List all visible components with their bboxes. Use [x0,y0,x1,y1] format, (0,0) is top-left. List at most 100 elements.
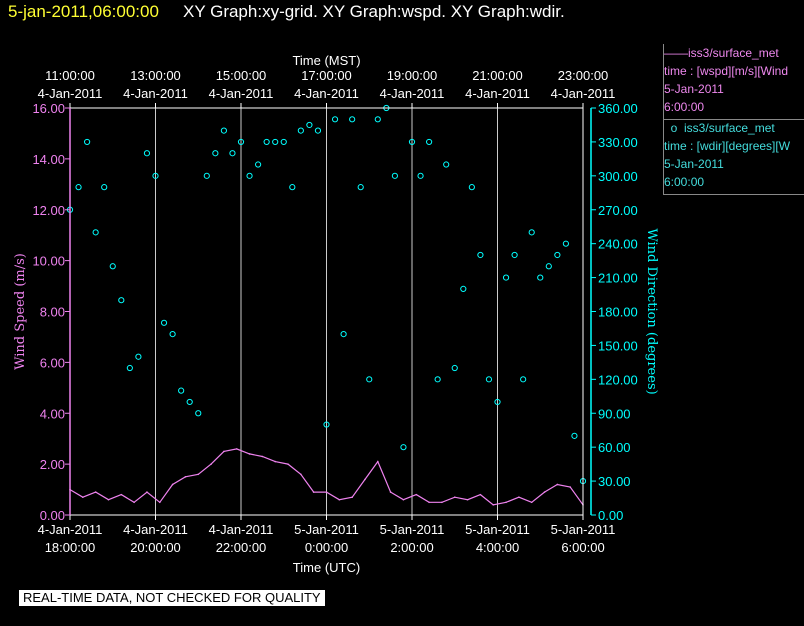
wdir-point [314,127,322,134]
wdir-point [169,331,176,338]
wdir-point [340,331,347,338]
wdir-point [220,127,227,134]
wdir-point [562,240,570,247]
wdir-point [237,138,245,146]
x-top-tick-label-time: 23:00:00 [558,68,609,83]
wspd-point [325,491,328,493]
x-top-tick-label-time: 17:00:00 [301,68,352,83]
x-tick-label-time: 2:00:00 [390,540,433,555]
wdir-point [126,364,133,372]
y-left-tick-label: 0.00 [40,508,65,523]
page-title: 5-jan-2011,06:00:00 XY Graph:xy-grid. XY… [0,0,804,24]
wdir-point [331,116,339,123]
wdir-point [426,138,433,146]
x-tick-label-date: 4-Jan-2011 [38,522,103,537]
wspd-point [312,491,315,493]
wspd-point [82,496,84,498]
wspd-point [389,491,392,493]
y-left-tick-label: 14.00 [32,152,65,167]
wdir-point [246,172,253,179]
y-left-tick-label: 2.00 [40,457,65,472]
wdir-point [143,150,151,157]
wdir-point [485,376,493,383]
x-top-tick-label-time: 11:00:00 [45,68,95,83]
x-tick-label-date: 4-Jan-2011 [123,522,188,537]
wspd-point [351,496,353,498]
y-right-tick-label: 150.00 [598,338,638,353]
y-left-tick-label: 8.00 [40,305,65,320]
wspd-point [133,501,135,504]
legend-wspd: ——iss3/surface_met time : [wspd][m/s][Wi… [663,44,804,120]
y-axis-title-left: Wind Speed (m/s) [13,253,28,370]
wspd-point [364,478,366,481]
wdir-point [101,184,108,191]
x-tick-label-date: 5-Jan-2011 [465,522,530,537]
y-right-tick-label: 360.00 [598,101,638,116]
wdir-point [135,353,142,360]
wspd-point [171,483,174,486]
x-tick-label-date: 5-Jan-2011 [380,522,445,537]
legend-wdir-name: iss3/surface_met [684,121,775,135]
wspd-point [505,501,507,504]
wspd-point [197,473,200,476]
wdir-point [366,376,373,383]
y-right-tick-label: 300.00 [598,169,638,184]
wspd-point [479,493,482,496]
wspd-point [428,501,430,504]
y-right-tick-label: 210.00 [598,271,638,286]
wspd-point [466,498,469,501]
wdir-point [460,285,467,292]
y-left-tick-label: 10.00 [32,254,65,269]
wspd-point [287,463,289,465]
wdir-point [75,184,82,191]
wdir-point [434,376,441,383]
legend-wdir-date: 5-Jan-2011 [664,157,724,171]
legend-wdir-time: 6:00:00 [664,175,705,189]
wdir-point [349,116,356,123]
wspd-point [146,491,148,493]
wspd-point [94,491,97,493]
wdir-point [417,172,424,179]
legend-wdir-variable: time : [wdir][degrees][W [664,139,791,153]
wdir-point [255,161,262,168]
y-right-tick-label: 240.00 [598,237,638,252]
wdir-point [545,263,552,270]
x-tick-label-time: 18:00:00 [45,540,96,555]
wdir-point [84,138,91,146]
wdir-point [289,184,296,191]
wdir-point [528,229,535,236]
wdir-point [554,251,561,259]
wdir-point [374,116,381,123]
y-left-tick-label: 16.00 [32,101,65,116]
wdir-point [571,432,578,439]
legend-wspd-name: iss3/surface_met [688,46,779,60]
x-top-tick-label-time: 19:00:00 [387,68,438,83]
wspd-point [107,498,110,501]
axes: 4-Jan-2011 18:00:00 4-Jan-2011 20:00:00 4-Ja… [13,53,659,575]
wdir-point [160,319,168,326]
x-top-tick-label-time: 15:00:00 [216,68,267,83]
x-top-tick-label-date: 4-Jan-2011 [209,86,274,101]
wdir-point [494,398,501,406]
wspd-point [300,473,302,476]
x-top-tick-label-date: 4-Jan-2011 [294,86,359,101]
x-axis-title-top: Time (MST) [292,53,360,68]
y-axis-title-right: Wind Direction (degrees) [644,228,659,394]
wdir-point [178,387,185,394]
wdir-point [272,138,279,146]
wspd-point [184,476,187,478]
y-left-tick-label: 6.00 [40,355,65,370]
wspd-point [338,498,341,501]
x-top-tick-label-date: 4-Jan-2011 [465,86,530,101]
wdir-point [357,184,364,191]
y-right-tick-label: 270.00 [598,203,638,218]
wspd-point [543,491,546,493]
wspd-point [518,496,520,498]
x-top-tick-label-date: 4-Jan-2011 [380,86,445,101]
wdir-point [408,138,416,146]
x-top-tick-label-date: 4-Jan-2011 [123,86,188,101]
legend-point-swatch: o [664,121,685,135]
legend-wspd-date: 5-Jan-2011 [664,82,724,96]
x-tick-label-time: 0:00:00 [305,540,348,555]
wdir-point [263,138,270,146]
